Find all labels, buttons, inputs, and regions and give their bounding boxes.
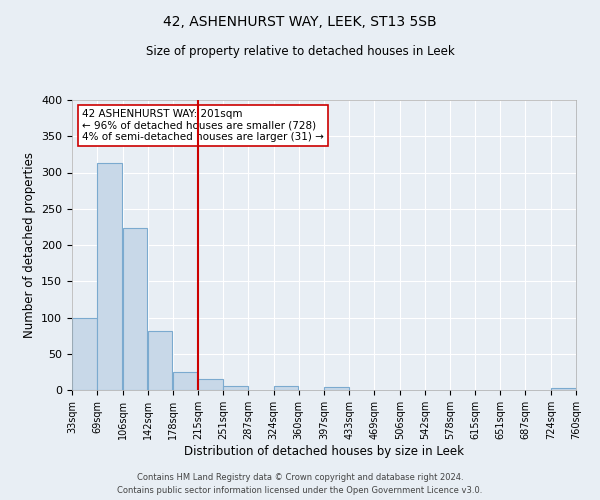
Bar bbox=[274, 386, 298, 390]
Text: Size of property relative to detached houses in Leek: Size of property relative to detached ho… bbox=[146, 45, 454, 58]
Bar bbox=[551, 388, 575, 390]
Text: 42 ASHENHURST WAY: 201sqm
← 96% of detached houses are smaller (728)
4% of semi-: 42 ASHENHURST WAY: 201sqm ← 96% of detac… bbox=[82, 108, 324, 142]
X-axis label: Distribution of detached houses by size in Leek: Distribution of detached houses by size … bbox=[184, 444, 464, 458]
Bar bbox=[148, 332, 172, 390]
Bar bbox=[198, 379, 223, 390]
Bar bbox=[173, 372, 197, 390]
Bar bbox=[325, 387, 349, 390]
Text: Contains HM Land Registry data © Crown copyright and database right 2024.: Contains HM Land Registry data © Crown c… bbox=[137, 474, 463, 482]
Bar bbox=[223, 386, 248, 390]
Bar bbox=[97, 163, 122, 390]
Y-axis label: Number of detached properties: Number of detached properties bbox=[23, 152, 35, 338]
Text: 42, ASHENHURST WAY, LEEK, ST13 5SB: 42, ASHENHURST WAY, LEEK, ST13 5SB bbox=[163, 15, 437, 29]
Bar bbox=[72, 318, 97, 390]
Bar bbox=[122, 228, 147, 390]
Text: Contains public sector information licensed under the Open Government Licence v3: Contains public sector information licen… bbox=[118, 486, 482, 495]
